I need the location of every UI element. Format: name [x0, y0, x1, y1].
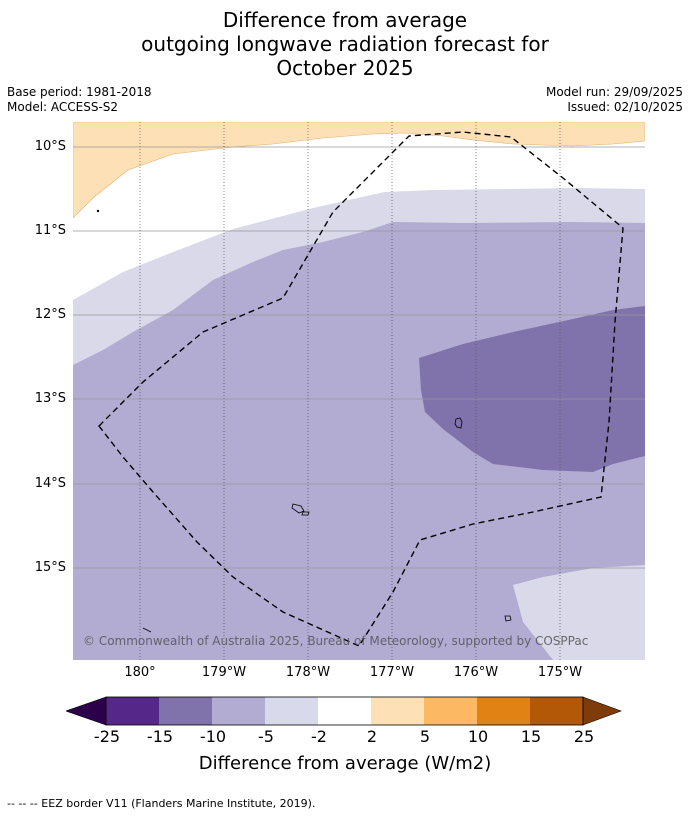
colorbar — [66, 696, 622, 726]
colorbar-seg-5 — [318, 697, 371, 725]
olr-anomaly-map — [73, 122, 645, 660]
colorbar-seg-8 — [477, 697, 530, 725]
lon-label-177w: 177°W — [369, 665, 415, 680]
colorbar-tick-10: 25 — [573, 727, 595, 746]
title-line-3: October 2025 — [276, 56, 414, 80]
lat-label-14s: 14°S — [34, 476, 66, 491]
colorbar-tick-7: 5 — [419, 727, 431, 746]
lat-label-15s: 15°S — [34, 560, 66, 575]
colorbar-tick-1: -25 — [93, 727, 121, 746]
colorbar-label: Difference from average (W/m2) — [198, 753, 492, 774]
colorbar-tick-4: -5 — [258, 727, 274, 746]
meta-left: Base period: 1981-2018 Model: ACCESS-S2 — [7, 85, 152, 115]
island-small-west — [142, 627, 152, 633]
island-alofi — [301, 511, 310, 516]
colorbar-seg-4 — [265, 697, 318, 725]
colorbar-min-arrow — [66, 696, 107, 726]
colorbar-seg-6 — [371, 697, 424, 725]
base-period: Base period: 1981-2018 — [7, 85, 152, 99]
region-below-2-5-south — [513, 565, 645, 660]
model-name: Model: ACCESS-S2 — [7, 100, 119, 114]
colorbar-tick-8: 10 — [467, 727, 489, 746]
lon-label-179w: 179°W — [201, 665, 247, 680]
region-neutral — [73, 122, 645, 300]
issued-date: Issued: 02/10/2025 — [567, 100, 683, 114]
map-title: Difference from average outgoing longwav… — [0, 8, 690, 80]
colorbar-tick-5: -2 — [311, 727, 327, 746]
lon-label-175w: 175°W — [537, 665, 583, 680]
region-above-2-5 — [73, 122, 645, 219]
islands — [96, 209, 512, 633]
lat-label-11s: 11°S — [34, 223, 66, 238]
meta-right: Model run: 29/09/2025 Issued: 02/10/2025 — [546, 85, 683, 115]
lat-label-10s: 10°S — [34, 139, 66, 154]
island-wallis — [454, 417, 463, 429]
colorbar-seg-1 — [106, 697, 159, 725]
model-run: Model run: 29/09/2025 — [545, 85, 683, 99]
island-dot — [96, 209, 100, 213]
island-small-east — [504, 615, 512, 622]
colorbar-seg-7 — [424, 697, 477, 725]
colorbar-seg-2 — [159, 697, 212, 725]
latitude-gridlines — [73, 146, 645, 569]
title-line-1: Difference from average — [222, 8, 468, 32]
title-line-2: outgoing longwave radiation forecast for — [141, 32, 549, 56]
lon-label-180: 180° — [124, 665, 156, 680]
colorbar-max-arrow — [582, 696, 622, 726]
colorbar-tick-6: 2 — [366, 727, 378, 746]
colorbar-seg-3 — [212, 697, 265, 725]
region-below-10-15 — [419, 306, 645, 472]
eez-border — [98, 131, 624, 647]
island-futuna — [291, 503, 305, 514]
copyright-notice: © Commonwealth of Australia 2025, Bureau… — [83, 634, 589, 648]
colorbar-tick-9: 15 — [520, 727, 542, 746]
eez-footnote: -- -- -- EEZ border V11 (Flanders Marine… — [7, 797, 316, 810]
lat-label-12s: 12°S — [34, 307, 66, 322]
colorbar-tick-2: -15 — [146, 727, 174, 746]
lon-label-176w: 176°W — [453, 665, 499, 680]
colorbar-seg-9 — [530, 697, 583, 725]
colorbar-tick-3: -10 — [199, 727, 227, 746]
lon-label-178w: 178°W — [285, 665, 331, 680]
lat-label-13s: 13°S — [34, 391, 66, 406]
colorbar-outline — [105, 696, 584, 726]
